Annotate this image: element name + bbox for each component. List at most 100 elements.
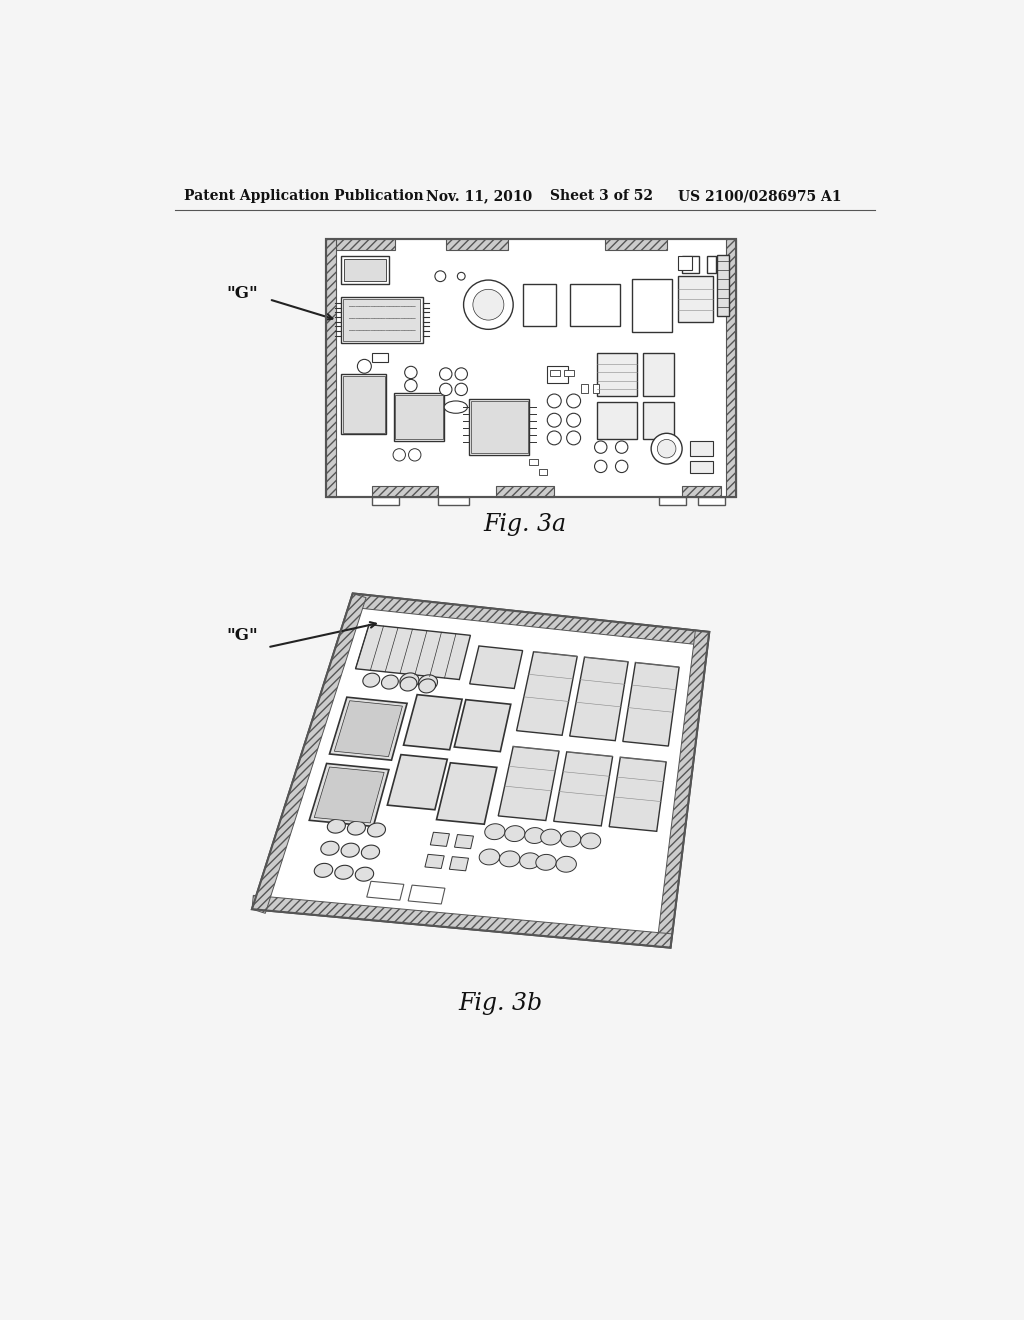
Circle shape bbox=[409, 449, 421, 461]
Bar bbox=[395, 395, 442, 440]
Circle shape bbox=[657, 440, 676, 458]
Polygon shape bbox=[387, 755, 447, 809]
Text: "G": "G" bbox=[227, 627, 259, 644]
Bar bbox=[717, 255, 729, 317]
Polygon shape bbox=[524, 828, 545, 843]
Circle shape bbox=[439, 383, 452, 396]
Polygon shape bbox=[581, 833, 601, 849]
Bar bbox=[690, 441, 713, 457]
Text: Patent Application Publication: Patent Application Publication bbox=[183, 189, 424, 203]
Bar bbox=[658, 498, 686, 506]
Bar bbox=[569, 284, 621, 326]
Polygon shape bbox=[623, 663, 679, 746]
Text: Nov. 11, 2010: Nov. 11, 2010 bbox=[426, 189, 532, 203]
Bar bbox=[326, 239, 736, 498]
Bar bbox=[539, 469, 547, 475]
Bar bbox=[341, 256, 389, 284]
Bar bbox=[678, 276, 713, 322]
Polygon shape bbox=[656, 630, 710, 948]
Bar bbox=[496, 487, 554, 498]
Circle shape bbox=[547, 395, 561, 408]
Polygon shape bbox=[554, 752, 612, 826]
Polygon shape bbox=[362, 673, 380, 688]
Polygon shape bbox=[419, 675, 437, 690]
Circle shape bbox=[595, 461, 607, 473]
Text: ──────────────────: ────────────────── bbox=[348, 305, 415, 310]
Polygon shape bbox=[330, 697, 408, 760]
Polygon shape bbox=[314, 863, 333, 878]
Circle shape bbox=[651, 433, 682, 465]
Bar bbox=[597, 403, 637, 440]
Circle shape bbox=[566, 395, 581, 408]
Text: Fig. 3b: Fig. 3b bbox=[458, 991, 542, 1015]
Bar bbox=[326, 239, 395, 249]
Circle shape bbox=[357, 359, 372, 374]
Circle shape bbox=[464, 280, 513, 330]
Polygon shape bbox=[519, 853, 540, 869]
Bar bbox=[697, 498, 725, 506]
Bar bbox=[528, 459, 538, 465]
Text: ──────────────────: ────────────────── bbox=[348, 317, 415, 322]
Bar bbox=[682, 256, 699, 273]
Bar bbox=[690, 461, 713, 474]
Bar bbox=[469, 400, 529, 455]
Bar bbox=[445, 239, 508, 249]
Polygon shape bbox=[382, 675, 398, 689]
Polygon shape bbox=[430, 832, 450, 846]
Polygon shape bbox=[368, 822, 385, 837]
Circle shape bbox=[404, 379, 417, 392]
Circle shape bbox=[595, 441, 607, 453]
Polygon shape bbox=[505, 826, 525, 842]
Text: US 2100/0286975 A1: US 2100/0286975 A1 bbox=[678, 189, 842, 203]
Bar bbox=[726, 239, 736, 498]
Bar bbox=[343, 376, 385, 433]
Bar bbox=[597, 354, 637, 396]
Circle shape bbox=[547, 432, 561, 445]
Polygon shape bbox=[499, 746, 559, 821]
Polygon shape bbox=[450, 857, 469, 871]
Text: Fig. 3a: Fig. 3a bbox=[483, 512, 566, 536]
Circle shape bbox=[435, 271, 445, 281]
Bar bbox=[582, 384, 588, 393]
Circle shape bbox=[455, 383, 467, 396]
Polygon shape bbox=[334, 701, 402, 756]
Polygon shape bbox=[455, 834, 473, 849]
Polygon shape bbox=[314, 767, 384, 822]
Bar bbox=[341, 297, 423, 343]
Polygon shape bbox=[419, 678, 435, 693]
Bar bbox=[341, 374, 386, 434]
Circle shape bbox=[547, 413, 561, 428]
Polygon shape bbox=[355, 624, 470, 680]
Polygon shape bbox=[500, 851, 520, 867]
Bar bbox=[372, 487, 438, 498]
Polygon shape bbox=[321, 841, 339, 855]
Polygon shape bbox=[609, 758, 667, 832]
Bar bbox=[707, 256, 716, 273]
Polygon shape bbox=[455, 700, 511, 751]
Polygon shape bbox=[252, 594, 710, 948]
Ellipse shape bbox=[444, 401, 467, 413]
Bar bbox=[604, 239, 667, 249]
Polygon shape bbox=[252, 895, 672, 948]
Polygon shape bbox=[484, 824, 505, 840]
Polygon shape bbox=[341, 843, 359, 857]
Circle shape bbox=[404, 367, 417, 379]
Bar bbox=[643, 403, 675, 440]
Polygon shape bbox=[516, 652, 578, 735]
Bar bbox=[593, 384, 599, 393]
Circle shape bbox=[439, 368, 452, 380]
Bar bbox=[682, 487, 721, 498]
Polygon shape bbox=[335, 866, 353, 879]
Polygon shape bbox=[541, 829, 561, 845]
Bar bbox=[372, 498, 399, 506]
Bar bbox=[471, 401, 528, 453]
Bar bbox=[394, 393, 444, 441]
Polygon shape bbox=[479, 849, 500, 865]
Polygon shape bbox=[252, 594, 366, 913]
Circle shape bbox=[455, 368, 467, 380]
Circle shape bbox=[566, 432, 581, 445]
Bar bbox=[550, 370, 560, 376]
Circle shape bbox=[615, 461, 628, 473]
Polygon shape bbox=[556, 857, 577, 873]
Text: ──────────────────: ────────────────── bbox=[348, 329, 415, 334]
